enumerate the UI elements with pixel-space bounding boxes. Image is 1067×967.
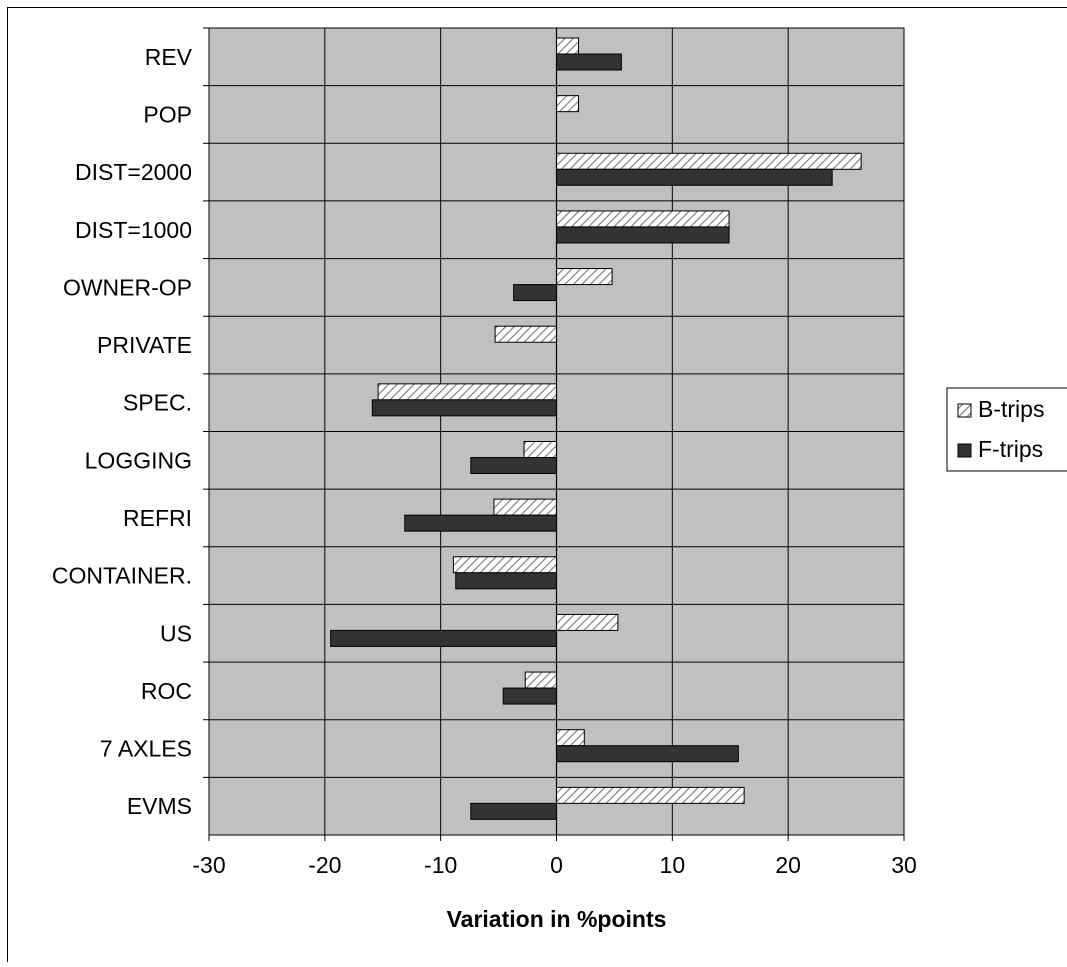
category-label: 7 AXLES [100,736,192,762]
legend-label: B-trips [978,396,1044,422]
bar-f-trips [557,227,730,243]
bar-b-trips [557,269,613,285]
x-tick-label: 30 [891,852,917,878]
x-tick-label: 20 [775,852,801,878]
category-label: SPEC. [123,390,192,416]
bar-b-trips [557,211,730,227]
bar-f-trips [372,400,556,416]
bar-f-trips [557,169,833,185]
bar-f-trips [331,630,557,646]
bar-b-trips [494,499,557,515]
x-tick-label: -30 [192,852,225,878]
x-axis-title: Variation in %points [447,906,667,932]
x-tick-label: -10 [424,852,457,878]
bar-b-trips [378,384,556,400]
category-label: DIST=2000 [75,159,192,185]
category-label: OWNER-OP [63,274,192,300]
category-label: CONTAINER. [52,563,192,589]
bar-f-trips [471,458,557,474]
category-label: EVMS [127,793,192,819]
bar-b-trips [557,96,579,112]
legend-label: F-trips [978,436,1043,462]
category-label: ROC [141,678,192,704]
x-tick-label: -20 [308,852,341,878]
bar-b-trips [557,787,745,803]
bar-f-trips [557,746,739,762]
legend-swatch [958,404,971,417]
category-label: REFRI [123,505,192,531]
category-label: PRIVATE [97,332,192,358]
category-label: REV [145,44,193,70]
category-label: DIST=1000 [75,217,192,243]
bar-b-trips [453,557,556,573]
bar-b-trips [557,730,585,746]
bar-b-trips [557,38,579,54]
bar-b-trips [495,326,556,342]
bar-f-trips [557,54,622,70]
bar-f-trips [514,285,557,301]
category-label: US [160,620,192,646]
legend-swatch [958,444,971,457]
x-tick-label: 0 [550,852,563,878]
bar-b-trips [557,614,618,630]
legend: B-trips F-trips [947,388,1067,471]
bar-f-trips [503,688,556,704]
category-label: LOGGING [85,447,192,473]
bar-f-trips [405,515,557,531]
bar-b-trips [525,672,556,688]
bar-b-trips [557,153,862,169]
bar-f-trips [471,803,557,819]
category-label: POP [143,101,192,127]
bar-b-trips [524,442,556,458]
x-tick-label: 10 [660,852,686,878]
bar-f-trips [456,573,557,589]
